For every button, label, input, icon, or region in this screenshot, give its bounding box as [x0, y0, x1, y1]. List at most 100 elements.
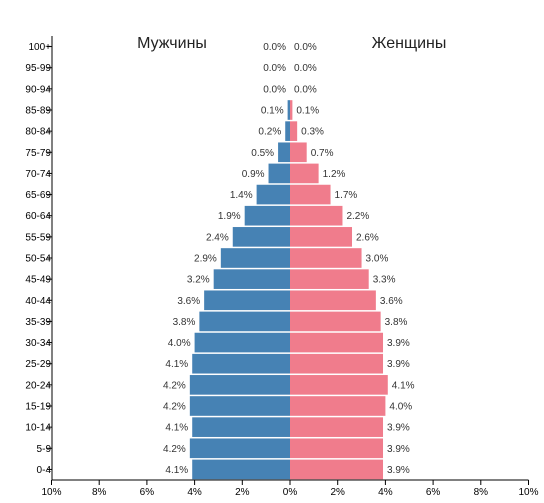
female-title: Женщины — [372, 35, 447, 52]
female-value-label: 4.1% — [392, 380, 415, 391]
y-tick-label: 35-39 — [25, 317, 51, 328]
y-tick-label: 20-24 — [25, 380, 51, 391]
female-bar-65-69 — [290, 184, 331, 205]
female-value-label: 3.0% — [366, 254, 389, 265]
male-value-label: 0.5% — [251, 148, 274, 159]
female-bar-50-54 — [290, 248, 362, 268]
y-tick-label: 15-19 — [25, 402, 51, 413]
female-value-label: 0.7% — [311, 148, 334, 159]
x-tick-label: 10% — [41, 487, 61, 498]
male-bar-85-89 — [287, 100, 290, 120]
female-value-label: 2.2% — [346, 211, 369, 222]
female-bar-15-19 — [290, 396, 386, 416]
female-bar-55-59 — [290, 227, 353, 247]
x-tick-label: 8% — [92, 487, 107, 498]
male-bar-65-69 — [256, 184, 290, 205]
female-value-label: 2.6% — [356, 232, 379, 243]
male-value-label: 1.4% — [230, 190, 253, 201]
male-value-label: 2.9% — [194, 254, 217, 265]
male-bar-40-44 — [204, 290, 290, 311]
female-bar-85-89 — [290, 100, 293, 120]
female-bar-70-74 — [290, 163, 319, 184]
y-tick-label: 55-59 — [25, 232, 51, 243]
female-bar-0-4 — [290, 459, 384, 480]
female-value-label: 3.3% — [373, 275, 396, 286]
male-value-label: 4.0% — [168, 338, 191, 349]
male-bar-20-24 — [189, 375, 290, 395]
female-value-label: 0.0% — [294, 42, 317, 53]
female-value-label: 3.6% — [380, 296, 403, 307]
male-bar-55-59 — [232, 227, 290, 247]
male-value-label: 3.8% — [173, 317, 196, 328]
male-value-label: 4.1% — [165, 423, 188, 434]
male-bar-10-14 — [192, 417, 290, 437]
x-tick-label: 8% — [474, 487, 489, 498]
y-tick-label: 45-49 — [25, 275, 51, 286]
male-value-label: 2.4% — [206, 232, 229, 243]
data-labels-group: 4.1% 3.9% 4.2% 3.9% 4.1% 3.9% 4.2% 4.0% 4.2% 4.1%… — [163, 42, 415, 476]
male-bar-30-34 — [194, 332, 290, 353]
female-bar-40-44 — [290, 290, 376, 311]
x-tick-label: 2% — [235, 487, 250, 498]
male-value-label: 0.9% — [242, 169, 265, 180]
y-tick-label: 50-54 — [25, 254, 51, 265]
female-value-label: 4.0% — [389, 402, 412, 413]
female-value-label: 0.1% — [296, 106, 319, 117]
female-value-label: 3.9% — [387, 338, 410, 349]
male-bar-80-84 — [285, 121, 290, 141]
y-tick-label: 10-14 — [25, 423, 51, 434]
male-bar-5-9 — [189, 438, 290, 459]
x-tick-label: 0% — [283, 487, 298, 498]
male-bar-50-54 — [220, 248, 290, 268]
female-value-label: 0.0% — [294, 63, 317, 74]
female-bar-20-24 — [290, 375, 388, 395]
female-value-label: 3.9% — [387, 444, 410, 455]
male-title: Мужчины — [137, 35, 207, 52]
y-tick-label: 85-89 — [25, 106, 51, 117]
female-bar-35-39 — [290, 311, 381, 332]
female-value-label: 0.0% — [294, 84, 317, 95]
female-value-label: 1.2% — [323, 169, 346, 180]
male-bar-60-64 — [244, 205, 290, 226]
male-value-label: 4.2% — [163, 402, 186, 413]
male-bar-0-4 — [192, 459, 290, 480]
x-tick-label: 6% — [140, 487, 155, 498]
y-tick-label: 95-99 — [25, 63, 51, 74]
female-value-label: 1.7% — [335, 190, 358, 201]
male-value-label: 0.0% — [263, 63, 286, 74]
male-value-label: 4.2% — [163, 444, 186, 455]
male-value-label: 0.0% — [263, 42, 286, 53]
female-bar-80-84 — [290, 121, 298, 141]
male-value-label: 4.1% — [165, 359, 188, 370]
female-value-label: 3.9% — [387, 359, 410, 370]
female-bar-60-64 — [290, 205, 343, 226]
female-value-label: 3.9% — [387, 465, 410, 476]
female-bar-45-49 — [290, 269, 369, 289]
y-tick-label: 0-4 — [37, 465, 52, 476]
male-bar-75-79 — [278, 142, 290, 163]
x-tick-label: 4% — [187, 487, 202, 498]
female-bar-30-34 — [290, 332, 384, 353]
male-bar-35-39 — [199, 311, 290, 332]
y-tick-label: 90-94 — [25, 84, 51, 95]
female-value-label: 3.9% — [387, 423, 410, 434]
y-tick-label: 65-69 — [25, 190, 51, 201]
male-value-label: 3.6% — [177, 296, 200, 307]
male-value-label: 1.9% — [218, 211, 241, 222]
male-value-label: 4.1% — [165, 465, 188, 476]
female-bar-5-9 — [290, 438, 384, 459]
y-axis: 0-4 5-9 10-14 15-19 20-24 25-29 30-34 35-39 40-4… — [25, 36, 53, 480]
female-bar-10-14 — [290, 417, 384, 437]
y-tick-label: 5-9 — [37, 444, 52, 455]
male-bar-70-74 — [268, 163, 290, 184]
male-value-label: 3.2% — [187, 275, 210, 286]
female-value-label: 3.8% — [385, 317, 408, 328]
y-tick-label: 60-64 — [25, 211, 51, 222]
x-tick-label: 6% — [426, 487, 441, 498]
x-tick-label: 10% — [518, 487, 538, 498]
y-tick-label: 30-34 — [25, 338, 51, 349]
male-bar-25-29 — [192, 353, 290, 374]
x-axis: 10% 8% 6% 4% 2% 0% 2% 4% 6% 8% 10% — [41, 479, 539, 498]
x-tick-label: 2% — [330, 487, 345, 498]
